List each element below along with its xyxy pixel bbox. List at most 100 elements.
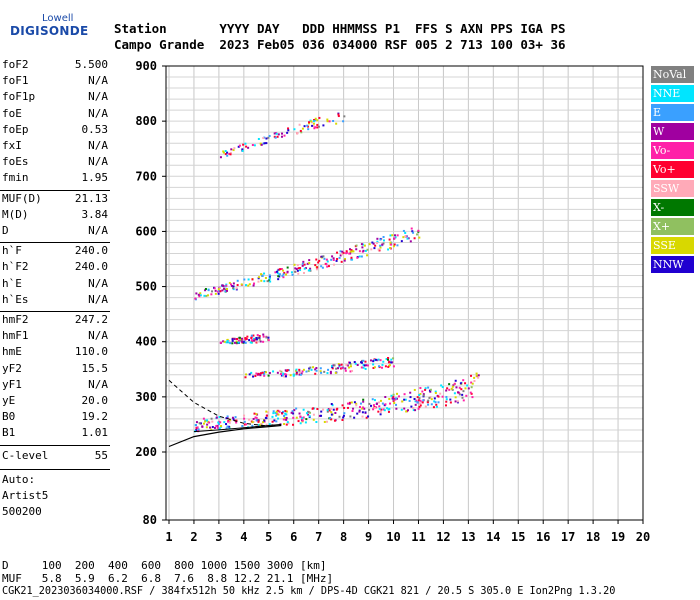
echo-point	[254, 374, 257, 377]
x-tick-label: 3	[215, 530, 222, 544]
echo-point	[465, 394, 468, 397]
echo-point	[382, 360, 385, 363]
echo-point	[251, 424, 254, 427]
param-value: 19.2	[81, 410, 109, 424]
echo-point	[372, 408, 375, 411]
echo-point	[268, 134, 271, 137]
legend: NoVal NNE E W Vo- Vo+ SSW X- X+ SSE NNW	[651, 66, 694, 275]
echo-point	[331, 404, 334, 407]
echo-point	[445, 395, 448, 398]
echo-point	[398, 395, 401, 398]
echo-point	[434, 391, 437, 394]
echo-point	[362, 406, 365, 409]
echo-point	[281, 412, 284, 415]
echo-point	[368, 408, 371, 411]
echo-point	[358, 250, 361, 253]
echo-point	[314, 117, 317, 120]
echo-point	[330, 418, 333, 421]
echo-point	[289, 374, 292, 377]
echo-point	[316, 266, 319, 269]
param-d: D N/A	[2, 224, 108, 240]
echo-point	[330, 407, 333, 410]
echo-point	[292, 374, 295, 377]
echo-point	[331, 255, 334, 258]
echo-point	[307, 128, 310, 131]
echo-point	[376, 237, 379, 240]
echo-point	[198, 295, 201, 298]
param-fmin: fmin 1.95	[2, 171, 108, 187]
echo-point	[418, 236, 421, 239]
echo-point	[389, 243, 392, 246]
echo-point	[422, 399, 425, 402]
echo-point	[276, 413, 279, 416]
echo-point	[283, 373, 286, 376]
echo-point	[332, 408, 335, 411]
param-label: foEp	[2, 122, 29, 136]
echo-point	[372, 360, 375, 363]
echo-point	[237, 341, 240, 344]
param-divider	[0, 242, 110, 244]
echo-point	[247, 278, 250, 281]
echo-point	[379, 359, 382, 362]
echo-point	[229, 151, 232, 154]
echo-point	[279, 372, 282, 375]
echo-point	[286, 270, 289, 273]
echo-point	[392, 396, 395, 399]
echo-point	[377, 248, 380, 251]
echo-point	[370, 248, 373, 251]
echo-point	[312, 120, 315, 123]
echo-point	[290, 271, 293, 274]
echo-point	[326, 410, 329, 413]
echo-point	[195, 421, 198, 424]
echo-point	[244, 338, 247, 341]
echo-point	[400, 240, 403, 243]
echo-point	[226, 339, 229, 342]
echo-point	[309, 411, 312, 414]
echo-point	[274, 136, 277, 139]
legend-item-vo: Vo-	[651, 142, 694, 159]
echo-point	[358, 410, 361, 413]
x-tick-label: 14	[486, 530, 500, 544]
echo-point	[390, 358, 393, 361]
echo-point	[470, 381, 473, 384]
echo-point	[306, 262, 309, 265]
echo-point	[275, 412, 278, 415]
echo-point	[418, 397, 421, 400]
echo-point	[404, 231, 407, 234]
echo-point	[268, 274, 271, 277]
echo-point	[470, 374, 473, 377]
echo-point	[285, 373, 288, 376]
param-value: 20.0	[81, 394, 109, 407]
echo-point	[338, 256, 341, 259]
echo-point	[245, 373, 248, 376]
echo-point	[451, 385, 454, 388]
echo-point	[388, 397, 391, 400]
echo-point	[373, 406, 376, 409]
echo-point	[300, 372, 303, 375]
echo-point	[337, 363, 340, 366]
echo-point	[300, 131, 303, 134]
echo-point	[264, 276, 267, 279]
echo-point	[349, 415, 352, 418]
echo-point	[229, 153, 232, 156]
echo-point	[363, 364, 366, 367]
echo-point	[358, 255, 361, 258]
param-label: yF2	[2, 361, 22, 375]
echo-point	[396, 244, 399, 247]
echo-point	[430, 398, 433, 401]
param-he: h`E N/A	[2, 277, 108, 293]
echo-point	[299, 269, 302, 272]
legend-item-vo: Vo+	[651, 161, 694, 178]
echo-point	[242, 341, 245, 344]
param-mufd: MUF(D) 21.13	[2, 192, 108, 208]
echo-point	[462, 390, 465, 393]
echo-point	[429, 388, 432, 391]
echo-point	[382, 236, 385, 239]
echo-point	[243, 420, 246, 423]
param-fof1p: foF1p N/A	[2, 90, 108, 106]
echo-point	[362, 400, 365, 403]
echo-point	[343, 258, 346, 261]
echo-point	[273, 132, 276, 135]
echo-point	[441, 386, 444, 389]
x-tick-label: 6	[290, 530, 297, 544]
